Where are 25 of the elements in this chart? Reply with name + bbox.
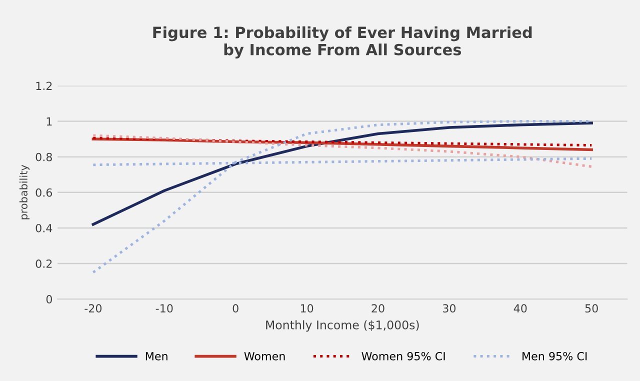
line-series <box>92 136 593 147</box>
x-tick-label: 0 <box>232 304 238 313</box>
x-tick-label: -20 <box>84 304 102 313</box>
legend-label: Women <box>244 352 285 360</box>
y-tick-label: 0 <box>46 295 52 304</box>
chart-title: Figure 1: Probability of Ever Having Married by Income From All Sources <box>153 26 532 58</box>
legend-label: Men <box>146 352 168 360</box>
y-tick-label: 1.2 <box>36 82 52 90</box>
line-series <box>92 134 593 168</box>
x-tick-label: 30 <box>442 304 456 313</box>
y-tick-label: 1 <box>46 117 52 126</box>
x-tick-label: 40 <box>514 304 527 313</box>
y-tick-label: 0.6 <box>36 188 52 197</box>
y-tick-label: 0.8 <box>36 152 52 162</box>
x-tick-label: -10 <box>156 304 173 313</box>
x-tick-label: 20 <box>372 304 384 313</box>
line-series <box>92 122 593 226</box>
x-tick-label: 50 <box>585 304 598 313</box>
legend-label: Women 95% CI <box>362 352 445 360</box>
x-tick-label: 10 <box>300 304 314 313</box>
y-tick-label: 0.4 <box>36 224 52 232</box>
legend-label: Men 95% CI <box>522 352 587 360</box>
y-tick-label: 0.2 <box>36 260 52 268</box>
x-axis-title: Monthly Income ($1,000s) <box>266 320 419 332</box>
y-axis-title: probability <box>19 164 30 220</box>
